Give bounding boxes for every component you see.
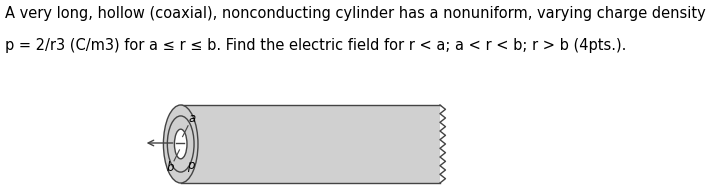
- Text: p: p: [187, 159, 194, 172]
- Ellipse shape: [163, 105, 198, 183]
- Bar: [180, 105, 440, 183]
- Text: A very long, hollow (coaxial), nonconducting cylinder has a nonuniform, varying : A very long, hollow (coaxial), nonconduc…: [5, 6, 705, 21]
- Text: p = 2/r3 (C/m3) for a ≤ r ≤ b. Find the electric field for r < a; a < r < b; r >: p = 2/r3 (C/m3) for a ≤ r ≤ b. Find the …: [5, 38, 626, 53]
- Ellipse shape: [175, 129, 187, 159]
- Text: b: b: [166, 161, 174, 174]
- Ellipse shape: [168, 116, 194, 172]
- Text: a: a: [188, 112, 195, 125]
